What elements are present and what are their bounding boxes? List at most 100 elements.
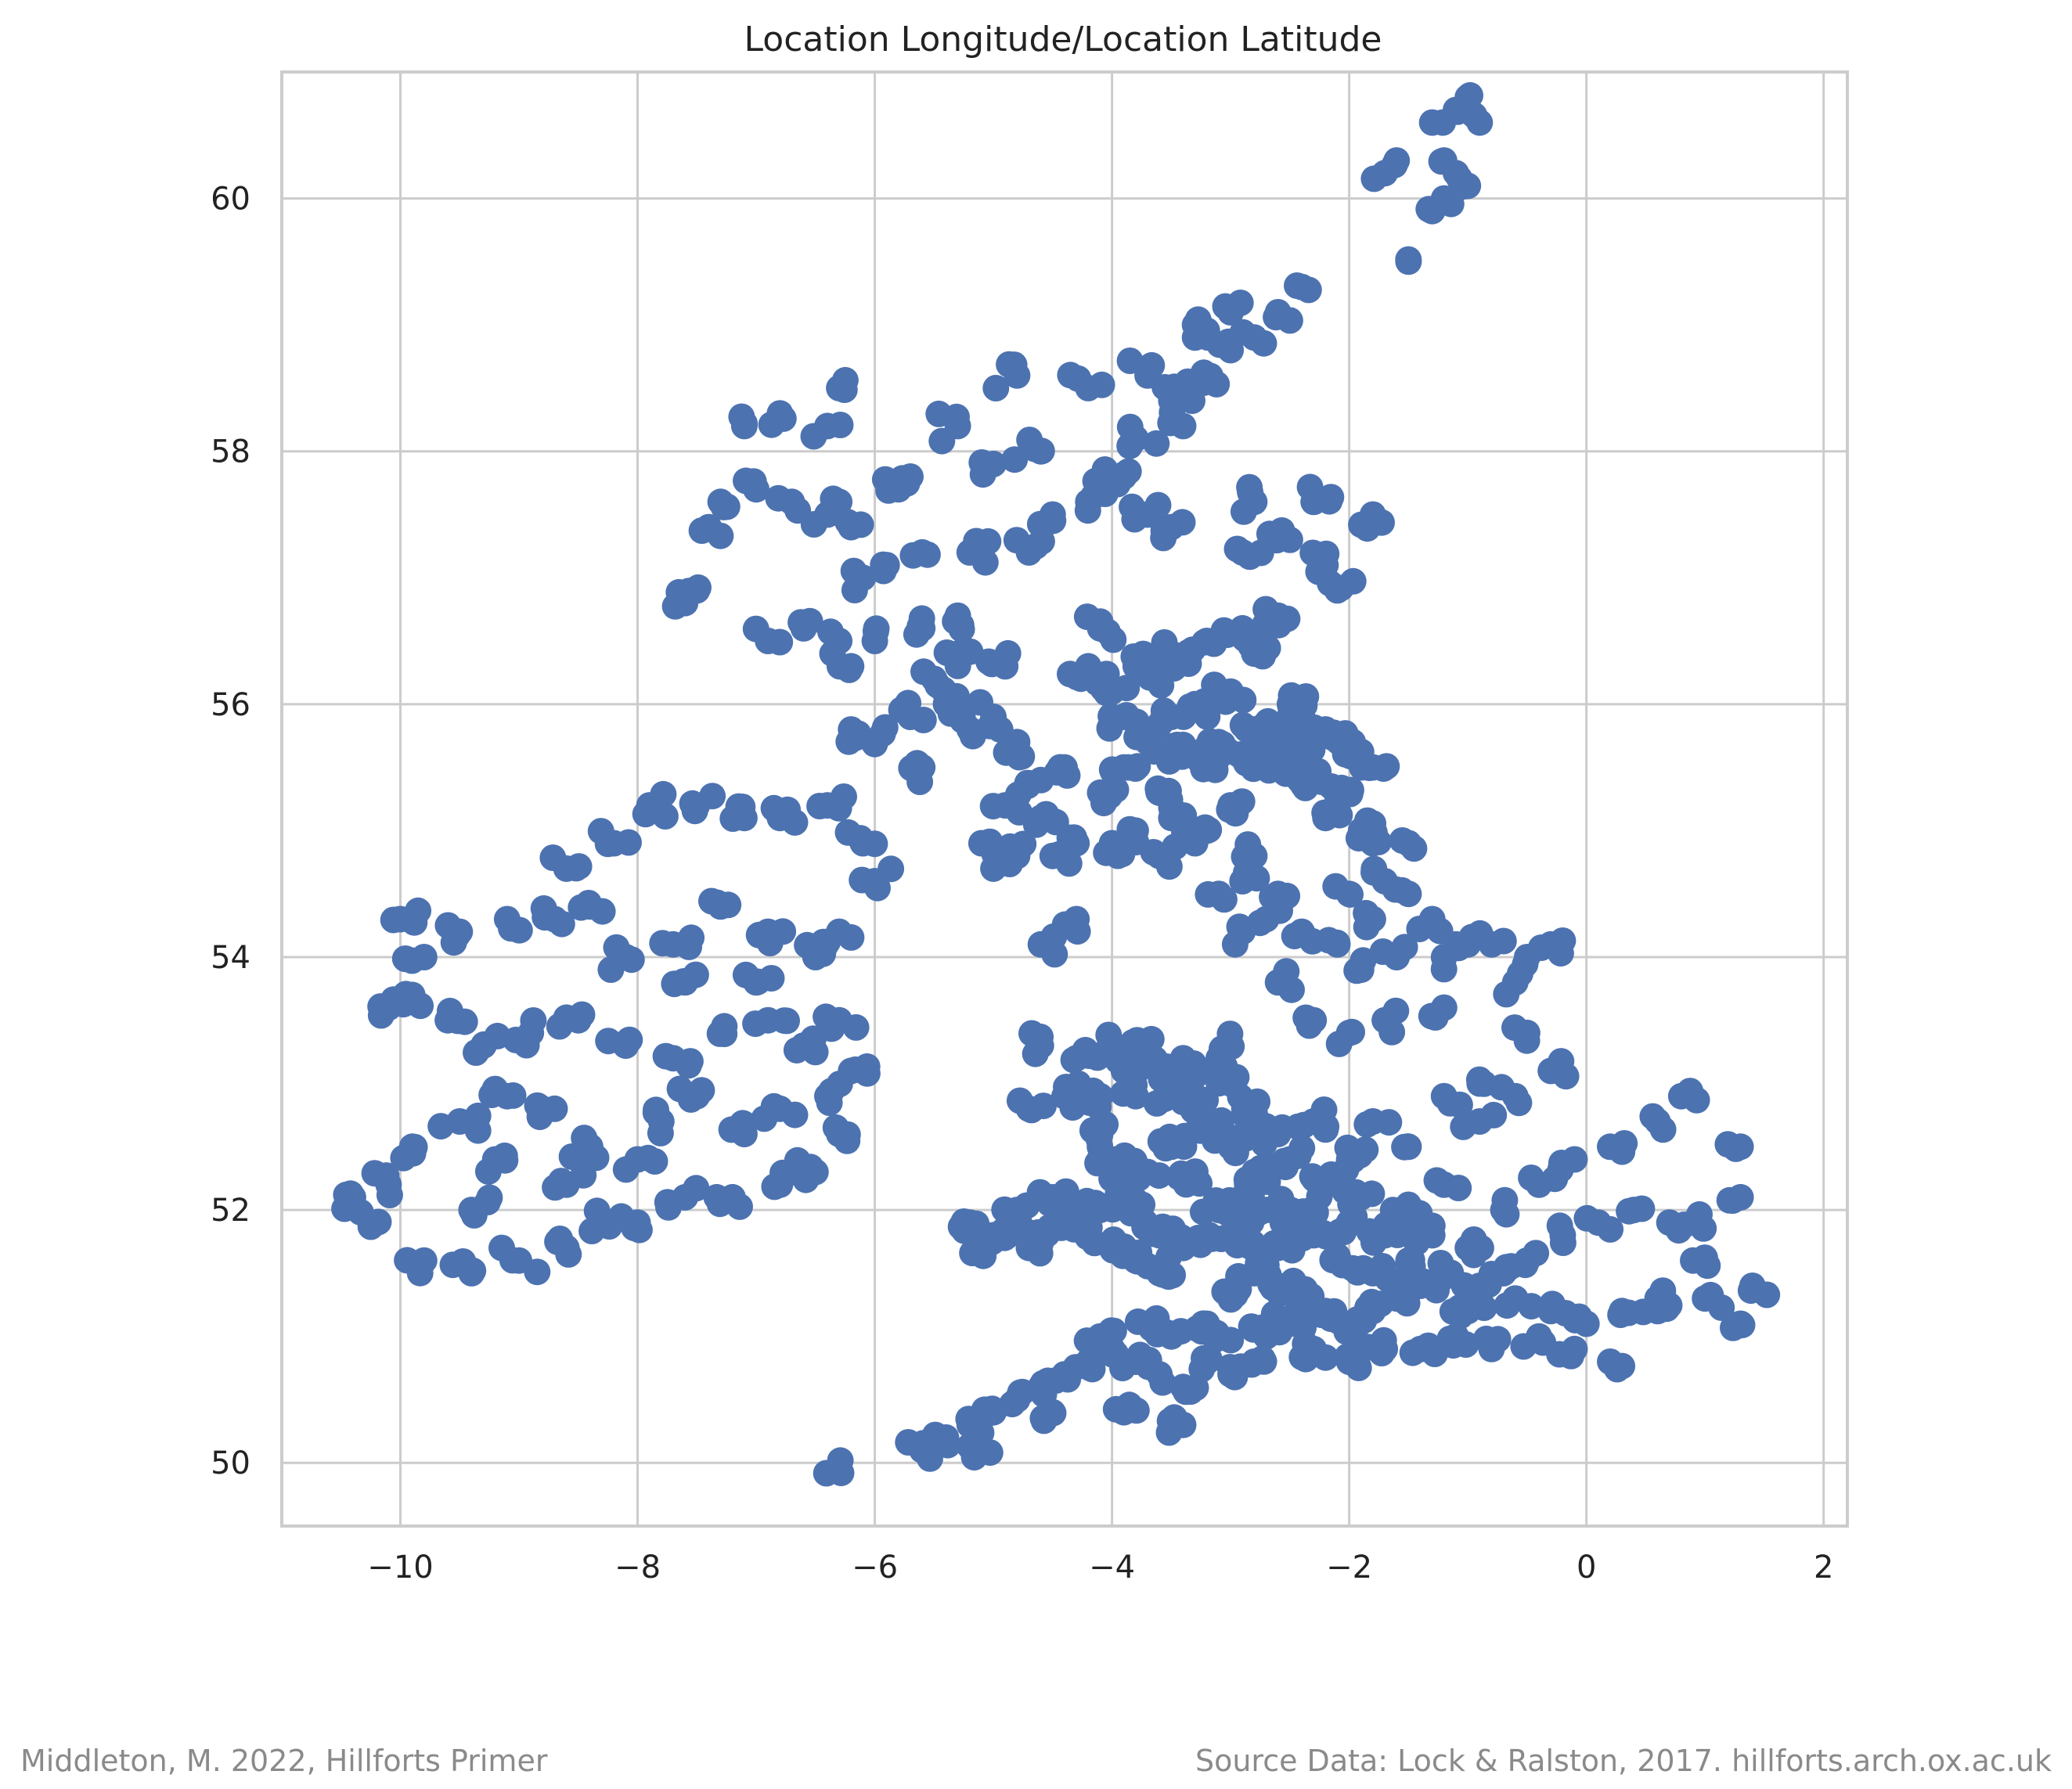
data-point [978,1395,1006,1423]
chart-title: Location Longitude/Location Latitude [744,20,1382,59]
data-point [1159,1262,1187,1289]
data-point [820,485,847,513]
data-point [1047,754,1074,781]
data-point [1116,413,1144,441]
data-point [1364,1334,1391,1361]
data-point [948,616,975,643]
data-point [842,1013,870,1041]
data-point [1179,636,1206,664]
data-point [548,910,575,938]
data-point [1134,1252,1162,1280]
data-point [834,1121,861,1148]
data-point [835,728,863,755]
data-point [800,423,827,450]
data-point [683,1175,710,1202]
data-point [1267,897,1293,924]
data-point [1406,916,1433,942]
data-point [784,497,812,524]
data-point [1446,165,1473,193]
data-point [1339,1018,1365,1046]
data-point [1122,755,1149,782]
data-point [730,1110,757,1137]
data-point [391,945,419,972]
data-point [1430,956,1458,983]
x-tick-label: −2 [1326,1550,1372,1586]
data-point [670,968,697,995]
data-point [864,874,891,902]
data-point [1470,1070,1497,1097]
y-tick-label: 60 [211,182,250,218]
data-point [571,1125,598,1152]
data-point [1316,800,1343,827]
data-point [1143,430,1170,457]
data-point [634,1144,661,1172]
data-point [1337,1190,1364,1218]
data-point [1414,1332,1442,1359]
data-point [1090,1143,1117,1170]
data-point [650,780,677,808]
y-tick-label: 52 [211,1193,250,1229]
x-tick-label: −10 [367,1550,433,1586]
data-point [1073,1327,1101,1355]
data-point [1395,246,1422,273]
data-point [1373,753,1400,780]
data-point [513,1031,540,1059]
data-point [1251,1130,1277,1157]
data-point [1147,1128,1174,1155]
data-point [1566,1303,1593,1330]
data-point [1356,1218,1383,1245]
data-point [1004,1203,1031,1230]
data-point [1231,843,1258,870]
data-point [1100,626,1127,653]
data-point [1217,1326,1245,1354]
data-point [1212,293,1239,320]
footer-source: Source Data: Lock & Ralston, 2017. hillf… [1195,1744,2052,1778]
data-point [765,484,792,512]
data-point [928,427,956,455]
data-point [481,1075,509,1103]
x-tick-label: −4 [1089,1550,1135,1586]
data-point [1000,351,1028,379]
data-point [838,923,865,951]
data-point [834,819,862,846]
data-point [1113,675,1141,702]
data-point [1490,927,1517,955]
data-point [999,1391,1026,1418]
data-point [1203,370,1231,398]
data-point [1317,484,1345,511]
data-point [863,615,890,643]
data-point [1310,1096,1338,1123]
data-point [652,1042,679,1070]
data-point [967,689,994,716]
data-point [1203,747,1230,774]
data-point [1210,886,1238,913]
data-point [1252,596,1280,623]
data-point [1163,1069,1191,1096]
data-point [1548,1048,1575,1075]
data-point [1240,755,1267,783]
x-tick-label: −6 [852,1550,898,1586]
data-point [870,557,897,585]
data-point [1737,1277,1764,1305]
data-point [1353,515,1381,542]
data-point [1166,1164,1193,1191]
data-point [676,933,703,960]
data-point [1236,473,1263,501]
data-point [1339,567,1367,595]
data-point [1142,1049,1169,1076]
data-point [470,1031,498,1058]
data-point [769,405,797,432]
data-point [1312,1116,1339,1143]
data-point [1198,1225,1225,1252]
data-point [756,930,784,956]
data-point [1274,605,1301,632]
data-point [1096,715,1123,742]
data-point [651,803,679,830]
data-point [1463,1236,1490,1263]
data-point [1284,1280,1311,1308]
data-point [1093,839,1120,866]
data-point [1171,1122,1198,1150]
data-point [661,592,689,620]
data-point [943,403,970,430]
data-point [1124,722,1151,749]
